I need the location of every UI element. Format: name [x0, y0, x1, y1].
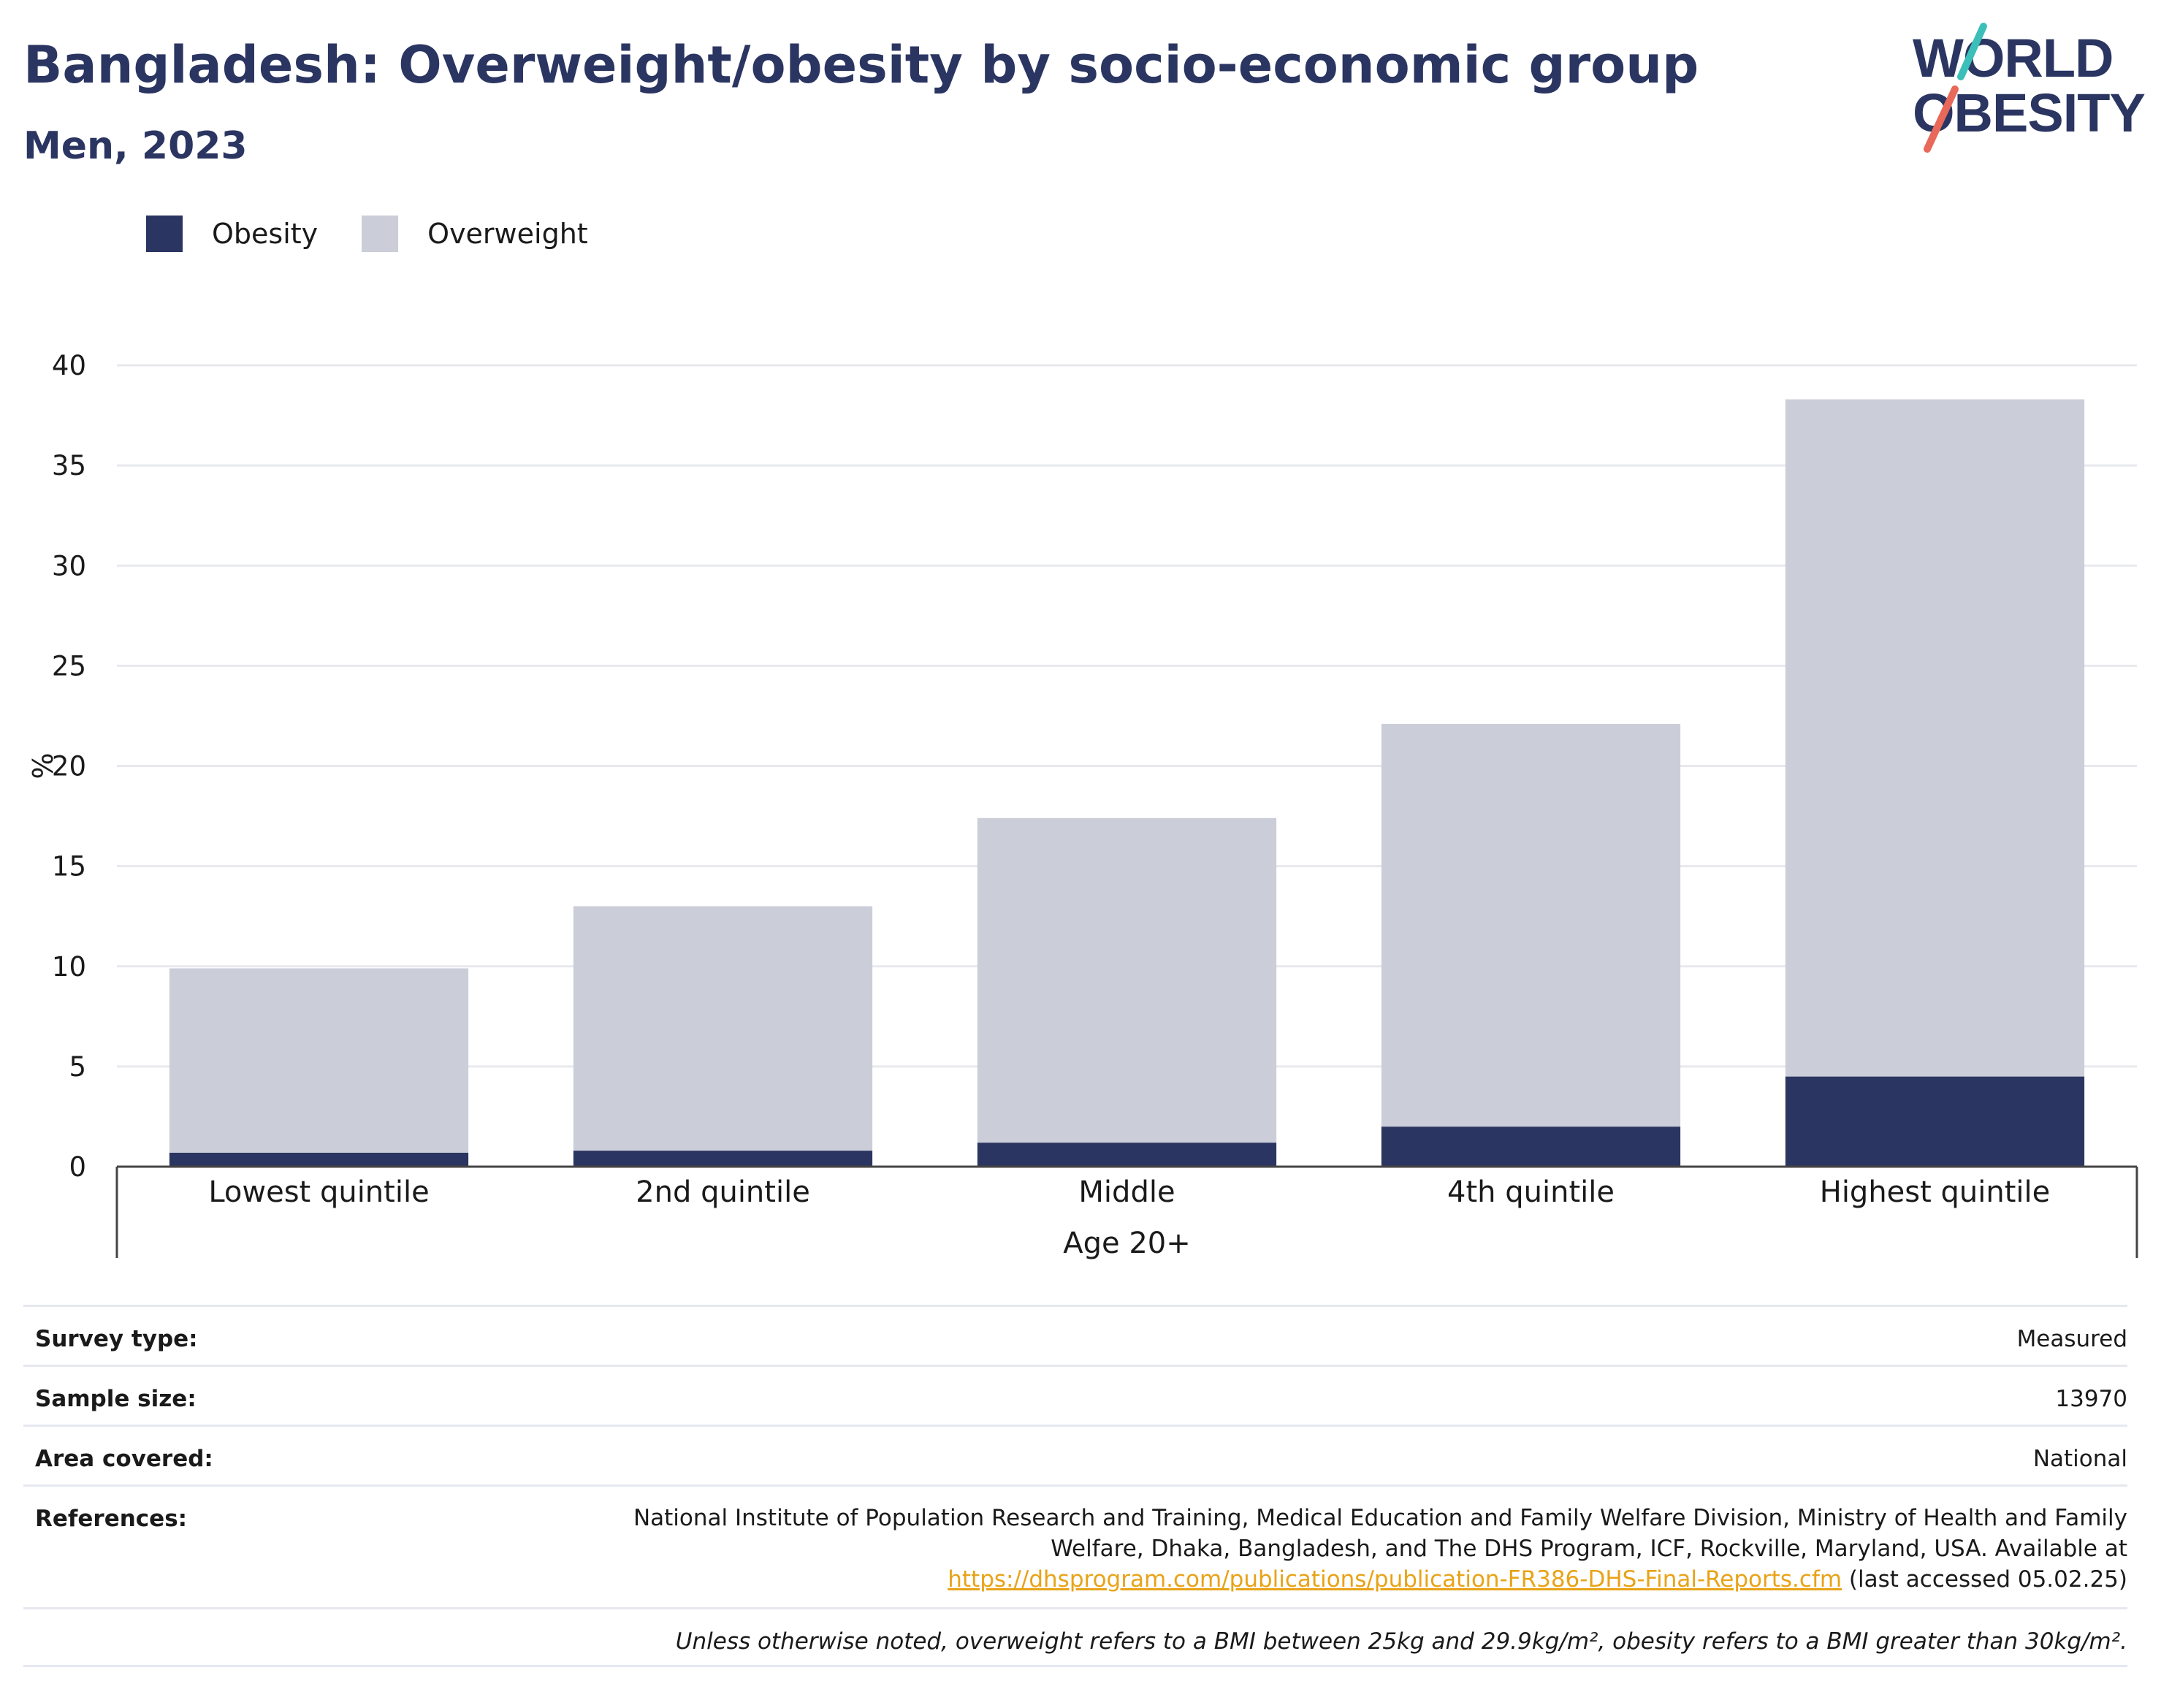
y-tick-label: 20	[52, 751, 86, 782]
bar-obesity	[573, 1151, 873, 1167]
info-row-sample-size: Sample size: 13970	[23, 1365, 2127, 1425]
x-tick-label: Highest quintile	[1820, 1175, 2051, 1209]
bar-overweight	[1381, 723, 1681, 1127]
references-label: References:	[35, 1506, 188, 1532]
bars	[169, 399, 2085, 1167]
y-tick-label: 5	[69, 1051, 86, 1083]
bmi-note: Unless otherwise noted, overweight refer…	[675, 1628, 2127, 1655]
legend-item-obesity[interactable]: Obesity	[146, 216, 318, 252]
references-text: National Institute of Population Researc…	[633, 1505, 2127, 1562]
x-axis: Lowest quintile 2nd quintile Middle 4th qui…	[115, 1165, 2138, 1260]
y-tick-label: 30	[52, 550, 86, 582]
x-tick-label: Middle	[1078, 1175, 1175, 1209]
y-tick-label: 15	[52, 851, 86, 882]
y-tick-label: 40	[52, 350, 86, 381]
bar-obesity	[169, 1152, 469, 1167]
x-axis-label: Age 20+	[1063, 1227, 1191, 1260]
legend-swatch-overweight	[362, 216, 399, 252]
y-tick-label: 25	[52, 650, 86, 682]
bar-overweight	[169, 968, 469, 1153]
bar-obesity	[977, 1143, 1277, 1167]
bar-overweight	[573, 906, 873, 1151]
survey-type-label: Survey type:	[35, 1326, 198, 1352]
references-value: National Institute of Population Researc…	[608, 1503, 2127, 1607]
y-axis: 0 5 10 15 20 25 30 35 40%	[27, 350, 86, 1183]
legend-label-overweight: Overweight	[427, 218, 588, 250]
references-suffix: (last accessed 05.02.25)	[1842, 1566, 2127, 1593]
logo-text-world: WORLD	[1913, 28, 2114, 88]
sample-size-value: 13970	[2055, 1386, 2127, 1412]
chart-legend: Obesity Overweight	[146, 216, 632, 252]
x-tick-label: 2nd quintile	[636, 1175, 810, 1209]
references-link[interactable]: https://dhsprogram.com/publications/publ…	[948, 1566, 1842, 1593]
legend-label-obesity: Obesity	[212, 218, 319, 250]
info-table: Survey type: Measured Sample size: 13970…	[23, 1305, 2127, 1667]
logo-slash-red	[1924, 85, 1959, 153]
legend-item-overweight[interactable]: Overweight	[362, 216, 588, 252]
bar-overweight	[1785, 399, 2085, 1077]
info-row-note: Unless otherwise noted, overweight refer…	[23, 1607, 2127, 1667]
logo-slash-teal	[1957, 23, 1987, 80]
bar-obesity	[1785, 1076, 2085, 1167]
world-obesity-logo: WORLD OBESITY	[1913, 23, 2146, 153]
y-tick-label: 35	[52, 450, 86, 481]
x-tick-label: Lowest quintile	[208, 1175, 429, 1209]
legend-swatch-obesity	[146, 216, 183, 252]
bar-chart: 0 5 10 15 20 25 30 35 40% Lowest quintile 2nd qui…	[27, 350, 2138, 1260]
info-row-references: References: National Institute of Popula…	[23, 1484, 2127, 1607]
bar-obesity	[1381, 1126, 1681, 1167]
y-tick-label: 10	[52, 951, 86, 983]
info-row-survey-type: Survey type: Measured	[23, 1305, 2127, 1365]
y-axis-label: %	[27, 752, 59, 779]
chart-title: Bangladesh: Overweight/obesity by socio-…	[23, 35, 1699, 95]
chart-subtitle: Men, 2023	[23, 124, 248, 168]
y-tick-label: 0	[69, 1151, 86, 1183]
info-row-area: Area covered: National	[23, 1425, 2127, 1484]
survey-type-value: Measured	[2016, 1326, 2127, 1352]
area-label: Area covered:	[35, 1446, 213, 1472]
area-value: National	[2032, 1446, 2127, 1472]
sample-size-label: Sample size:	[35, 1386, 197, 1412]
x-tick-label: 4th quintile	[1447, 1175, 1615, 1209]
bar-overweight	[977, 817, 1277, 1143]
